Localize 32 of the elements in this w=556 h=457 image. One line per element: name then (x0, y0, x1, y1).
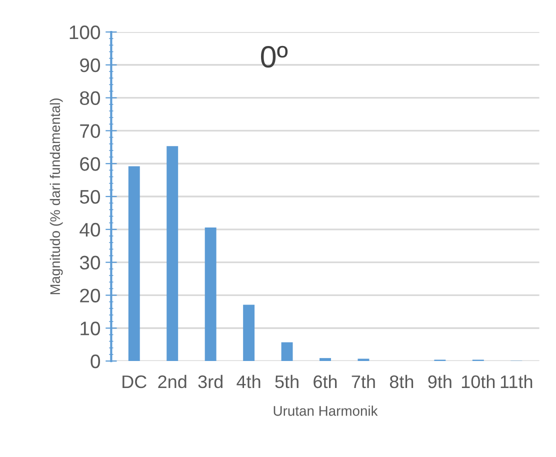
y-axis-title: Magnitudo (% dari fundamental) (50, 98, 63, 294)
x-tick-label: 10th (462, 374, 495, 388)
bar (358, 358, 370, 362)
bar (243, 304, 255, 362)
y-tick-label: 80 (80, 91, 100, 106)
y-tick-label: 50 (80, 190, 100, 204)
y-tick-label: 100 (70, 25, 100, 40)
x-tick-label: DC (122, 375, 146, 388)
x-tick-label: 2nd (158, 374, 186, 388)
y-tick-label: 30 (80, 256, 100, 270)
chart-title: 0º (261, 46, 288, 68)
x-axis-title: Urutan Harmonik (274, 406, 378, 416)
bar (128, 166, 140, 362)
y-tick-label: 10 (80, 322, 100, 336)
bar (204, 227, 216, 362)
x-tick-label: 9th (428, 374, 452, 388)
bar (320, 358, 331, 362)
x-tick-label: 3rd (198, 374, 222, 388)
y-tick-label: 70 (80, 124, 100, 138)
x-tick-label: 11th (500, 374, 532, 388)
y-tick-label: 20 (80, 288, 100, 302)
bar (166, 146, 178, 362)
x-tick-label: 4th (236, 374, 260, 388)
y-tick-label: 90 (80, 58, 100, 72)
x-tick-label: 6th (314, 374, 337, 388)
y-tick-label: 40 (80, 222, 100, 237)
y-tick-label: 60 (80, 157, 100, 171)
y-tick-label: 0 (90, 354, 100, 368)
x-tick-label: 7th (352, 374, 375, 388)
x-tick-label: 8th (390, 374, 414, 388)
x-tick-label: 5th (275, 374, 298, 388)
bar (281, 342, 293, 362)
